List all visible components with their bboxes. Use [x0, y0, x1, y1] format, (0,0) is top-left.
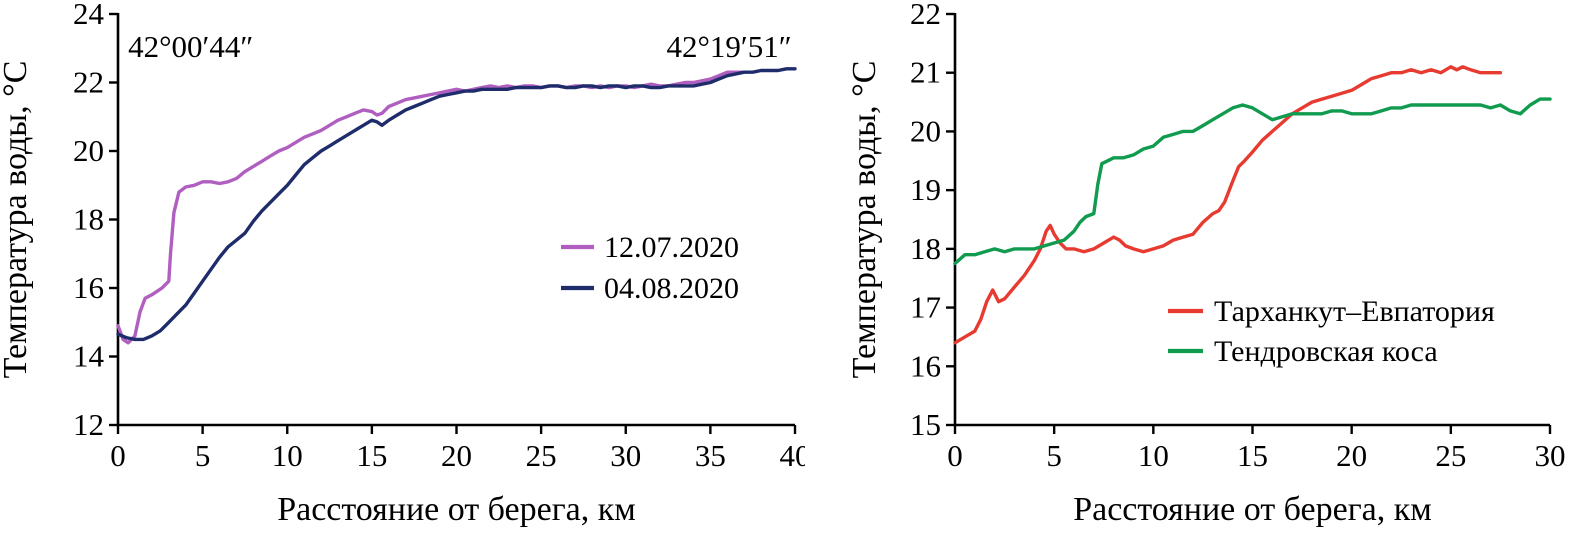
x-tick-label: 15 — [1237, 438, 1268, 473]
series-line-1 — [116, 67, 797, 342]
y-tick-label: 16 — [910, 348, 941, 383]
y-tick-label: 21 — [910, 55, 941, 90]
y-axis-label: Температура воды, °C — [0, 61, 34, 379]
series-line-1 — [953, 97, 1552, 266]
y-tick-label: 18 — [910, 231, 941, 266]
x-tick-label: 5 — [195, 438, 211, 473]
y-tick-label: 15 — [910, 407, 941, 442]
x-tick-label: 0 — [947, 438, 963, 473]
y-axis-label: Температура воды, °C — [846, 61, 883, 379]
y-tick-label: 22 — [73, 65, 104, 100]
y-tick-label: 16 — [73, 270, 104, 305]
x-tick-label: 30 — [1535, 438, 1566, 473]
chart-left: 0 5 10 15 20 25 30 35 40 12 14 16 18 20 22 24 Расстояние… — [0, 0, 806, 528]
x-tick-label: 5 — [1046, 438, 1062, 473]
chart-left-svg: 0 5 10 15 20 25 30 35 40 12 14 16 18 20 22 24 Расстояние… — [0, 0, 806, 528]
y-tick-label: 20 — [910, 113, 941, 148]
legend-label: Тендровская коса — [1214, 335, 1438, 368]
coordinate-annotation: 42°00′44″ — [128, 29, 253, 64]
x-axis-label: Расстояние от берега, км — [277, 491, 636, 528]
y-tick-label: 19 — [910, 172, 941, 207]
y-tick-label: 14 — [73, 339, 105, 374]
chart-right-svg: 0 5 10 15 20 25 30 15 16 17 18 19 20 21 22 Расстояние о… — [846, 0, 1566, 528]
x-axis-label: Расстояние от берега, км — [1073, 491, 1432, 528]
x-tick-label: 10 — [272, 438, 303, 473]
x-tick-label: 20 — [1336, 438, 1367, 473]
x-tick-label: 30 — [610, 438, 641, 473]
series-line-0 — [953, 65, 1503, 345]
y-tick-label: 17 — [910, 290, 941, 325]
y-tick-label: 12 — [73, 407, 104, 442]
y-tick-label: 20 — [73, 133, 104, 168]
x-tick-label: 20 — [441, 438, 472, 473]
x-tick-label: 0 — [110, 438, 126, 473]
legend-label: Тарханкут–Евпатория — [1214, 295, 1495, 328]
coordinate-annotation: 42°19′51″ — [667, 29, 792, 64]
x-tick-label: 15 — [356, 438, 387, 473]
x-tick-label: 40 — [780, 438, 806, 473]
y-tick-label: 22 — [910, 0, 941, 31]
x-tick-label: 25 — [1435, 438, 1466, 473]
x-tick-label: 10 — [1138, 438, 1169, 473]
x-tick-label: 25 — [526, 438, 557, 473]
y-tick-label: 18 — [73, 202, 104, 237]
x-tick-label: 35 — [695, 438, 726, 473]
legend-label: 04.08.2020 — [604, 272, 739, 305]
chart-right: 0 5 10 15 20 25 30 15 16 17 18 19 20 21 22 Расстояние о… — [805, 0, 1574, 533]
y-tick-label: 24 — [73, 0, 105, 31]
legend-label: 12.07.2020 — [604, 231, 739, 264]
